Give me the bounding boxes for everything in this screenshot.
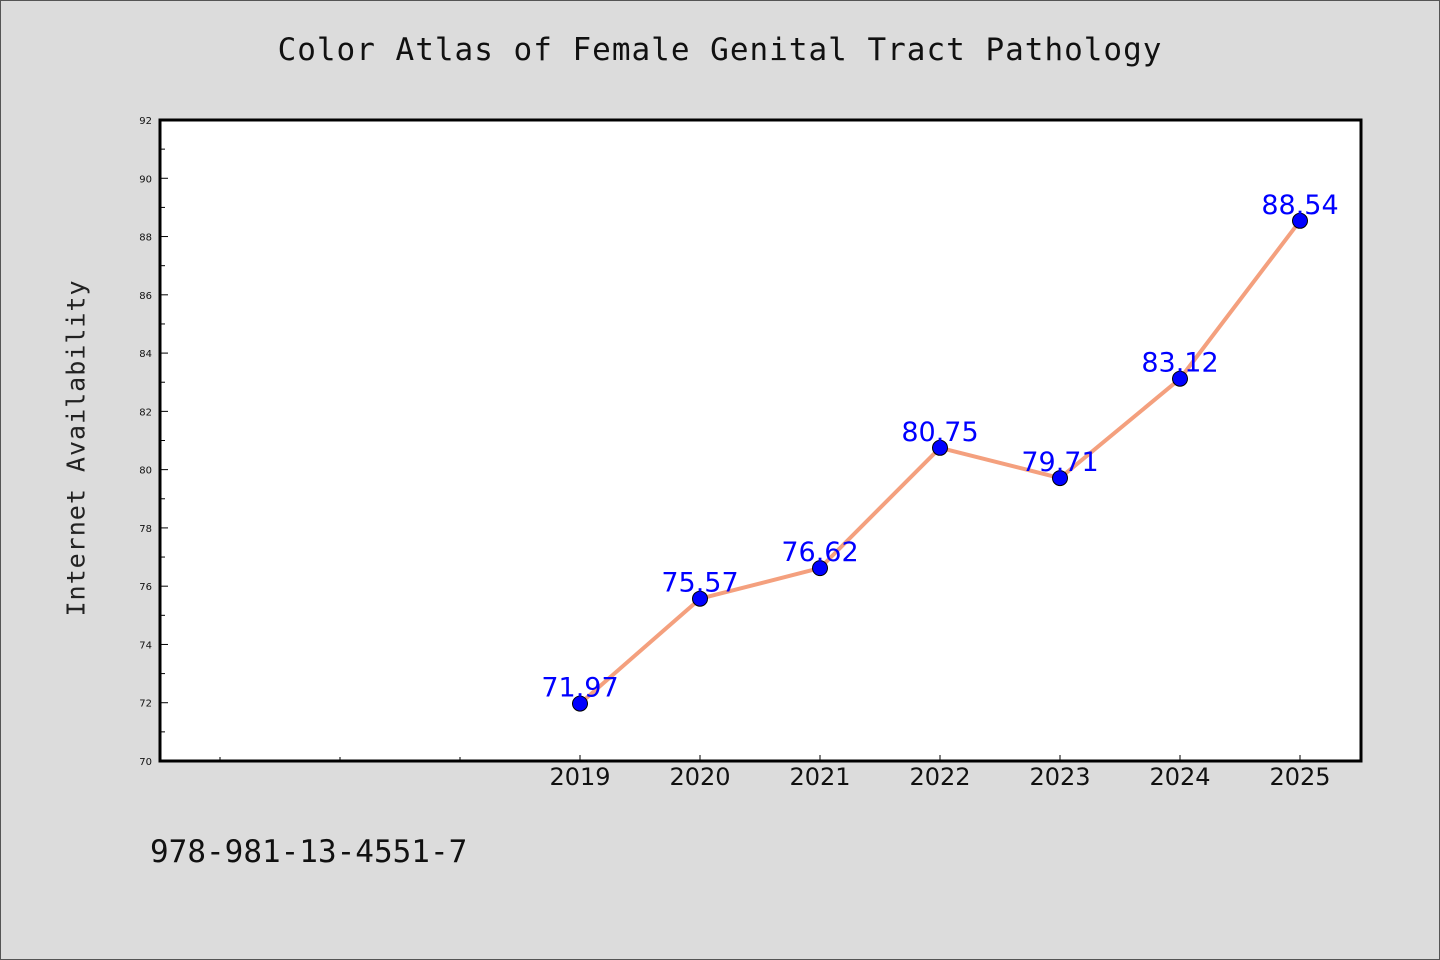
x-tick-label: 2019 xyxy=(549,763,610,791)
data-series xyxy=(572,212,1308,712)
y-tick-label: 84 xyxy=(139,349,152,360)
x-tick-label: 2020 xyxy=(669,763,730,791)
x-tick-label: 2025 xyxy=(1269,763,1330,791)
data-point xyxy=(1172,370,1188,387)
data-label: 88.54 xyxy=(1261,190,1338,221)
data-label: 79.71 xyxy=(1021,447,1098,478)
x-tick-label: 2024 xyxy=(1149,763,1210,791)
y-tick-label: 70 xyxy=(139,757,152,768)
data-label: 75.57 xyxy=(661,568,738,599)
plot-area xyxy=(158,118,1363,763)
y-tick-label: 76 xyxy=(139,582,152,593)
chart-title: Color Atlas of Female Genital Tract Path… xyxy=(277,32,1163,68)
x-tick-label: 2022 xyxy=(909,763,970,791)
data-label: 76.62 xyxy=(781,537,858,568)
x-axis: 2019 2020 2021 2022 2023 2024 2025 xyxy=(219,755,1331,791)
data-point xyxy=(812,560,828,577)
y-tick-label: 80 xyxy=(139,466,152,477)
y-tick-label: 82 xyxy=(139,407,152,418)
data-point xyxy=(1052,470,1068,487)
data-point xyxy=(572,695,588,712)
x-tick-label: 2021 xyxy=(789,763,850,791)
data-label: 83.12 xyxy=(1141,348,1218,379)
y-tick-label: 78 xyxy=(139,524,152,535)
y-tick-label: 88 xyxy=(139,233,152,244)
x-tick-label: 2023 xyxy=(1029,763,1090,791)
y-tick-label: 90 xyxy=(139,174,152,185)
data-point xyxy=(692,590,708,607)
y-tick-label: 74 xyxy=(139,640,152,651)
y-axis: 70 72 74 76 78 80 82 84 86 88 90 92 xyxy=(139,116,168,768)
y-tick-label: 72 xyxy=(139,699,152,710)
data-point xyxy=(1292,212,1308,229)
data-labels: 71.97 75.57 76.62 80.75 79.71 83.12 88.54 xyxy=(541,190,1338,704)
data-label: 71.97 xyxy=(541,673,618,704)
data-point xyxy=(932,439,948,456)
isbn-text: 978-981-13-4551-7 xyxy=(150,834,468,870)
y-tick-label: 86 xyxy=(139,291,152,302)
y-tick-label: 92 xyxy=(139,116,152,127)
data-label: 80.75 xyxy=(901,417,978,448)
